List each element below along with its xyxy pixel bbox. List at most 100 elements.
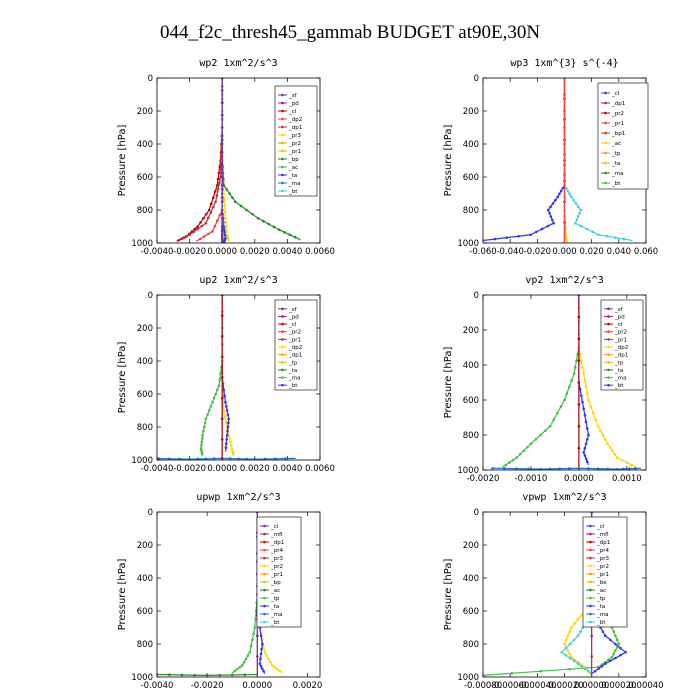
series-marker: [220, 188, 224, 191]
x-tick-label: -0.0020: [173, 464, 206, 474]
legend-entry: _pr2: [288, 141, 301, 147]
series-marker: [276, 667, 279, 671]
series-marker: [216, 188, 220, 191]
series-marker: [220, 175, 224, 179]
series-marker: [583, 454, 587, 457]
series-marker: [223, 233, 227, 237]
x-tick-label: 0.0000: [207, 247, 237, 257]
series-marker: [584, 385, 588, 389]
series-marker: [220, 396, 224, 400]
legend-marker: [281, 165, 284, 169]
legend: _sf_pd _cl _pr2_pr1 _dp2 _dp1_tp _ta _ma_bt: [274, 299, 318, 391]
legend-marker: [281, 315, 284, 318]
series-marker: [579, 630, 582, 633]
series-marker: [213, 224, 217, 228]
series-marker: [223, 210, 227, 214]
series-marker: [200, 437, 204, 440]
series-marker: [256, 655, 259, 658]
panel-2: wp3 1xm^{3} s^{-4}Pressure [hPa]-0.060 -0…: [443, 58, 658, 257]
series-marker: [224, 216, 227, 220]
series-marker: [245, 457, 248, 460]
series-marker: [222, 198, 226, 201]
series-marker: [577, 315, 581, 319]
series-marker: [248, 650, 252, 654]
series-marker: [581, 400, 584, 404]
y-tick-label: 600: [463, 607, 479, 617]
legend-marker: [281, 157, 284, 161]
series-marker: [252, 632, 255, 635]
x-tick-label: 0.00040: [628, 681, 663, 691]
series-marker: [583, 446, 587, 450]
legend: _sf _pd _cl _dp2 _dp1 _pr3 _pr2 _pr1 _bp _ac _ta _m…: [274, 85, 318, 197]
y-tick-label: 800: [137, 206, 153, 216]
series-marker: [577, 403, 581, 406]
y-axis-label: Pressure [hPa]: [117, 342, 128, 414]
y-tick-label: 1000: [131, 239, 153, 249]
series-marker: [204, 417, 208, 421]
series-marker: [552, 221, 555, 225]
series-marker: [198, 237, 202, 241]
series-marker: [223, 394, 226, 398]
legend-entry: _sf: [288, 93, 298, 99]
series-marker: [585, 392, 589, 395]
legend-entry: _bp: [270, 580, 281, 586]
legend-entry: _dp2: [614, 345, 628, 351]
series-marker: [214, 200, 217, 204]
series-marker: [246, 654, 250, 657]
series-marker: [589, 405, 593, 408]
x-tick-label: 0.0000: [207, 464, 237, 474]
series-marker: [207, 208, 211, 212]
series-line-ta: [483, 78, 566, 242]
x-tick-label: 0.0000: [564, 474, 594, 484]
series-marker: [220, 237, 224, 241]
series-marker: [223, 415, 227, 418]
x-tick-label: 0.060: [634, 247, 658, 257]
legend-entry: _dp1: [288, 353, 302, 359]
series-marker: [577, 424, 581, 428]
legend-box: [600, 299, 644, 391]
series-marker: [596, 467, 600, 470]
series-marker: [633, 467, 637, 470]
legend-marker: [263, 620, 266, 624]
series-marker: [225, 438, 228, 441]
series-marker: [599, 429, 602, 432]
y-tick-label: 600: [463, 173, 479, 183]
series-marker: [603, 662, 607, 666]
series-marker: [585, 427, 589, 430]
series-marker: [591, 230, 594, 234]
series-marker: [220, 101, 224, 105]
series-marker: [580, 664, 583, 668]
y-axis-label: Pressure [hPa]: [117, 125, 128, 197]
series-marker: [227, 421, 230, 425]
series-marker: [504, 463, 508, 467]
legend-marker: [281, 133, 284, 137]
series-marker: [227, 238, 230, 241]
legend-marker: [604, 181, 607, 185]
series-marker: [218, 165, 222, 168]
series-marker: [568, 652, 571, 656]
series-marker: [609, 659, 612, 663]
series-marker: [548, 212, 551, 215]
legend-entry: _pr2: [288, 330, 301, 336]
y-axis-label: Pressure [hPa]: [117, 559, 128, 631]
series-marker: [220, 225, 224, 228]
series-marker: [207, 409, 211, 412]
series-marker: [596, 424, 600, 428]
series-marker: [620, 458, 624, 462]
series-marker: [510, 671, 514, 675]
series-marker: [220, 334, 224, 338]
y-tick-label: 400: [137, 574, 153, 584]
series-marker: [579, 208, 583, 212]
legend-entry: _pd: [614, 314, 625, 320]
series-line-ma: [492, 467, 642, 470]
series-group: [157, 295, 296, 460]
series-marker: [272, 225, 276, 229]
series-marker: [563, 97, 566, 100]
series-marker: [558, 467, 562, 470]
legend-entry: _dp1: [614, 353, 628, 359]
series-marker: [196, 227, 200, 231]
legend: _sf_pd _cl _pr2_pr1 _dp2 _dp1_tp _ta _ma_bt: [600, 299, 644, 391]
legend-entry: _ac: [596, 588, 606, 594]
series-marker: [569, 626, 573, 629]
series-marker: [229, 457, 232, 460]
